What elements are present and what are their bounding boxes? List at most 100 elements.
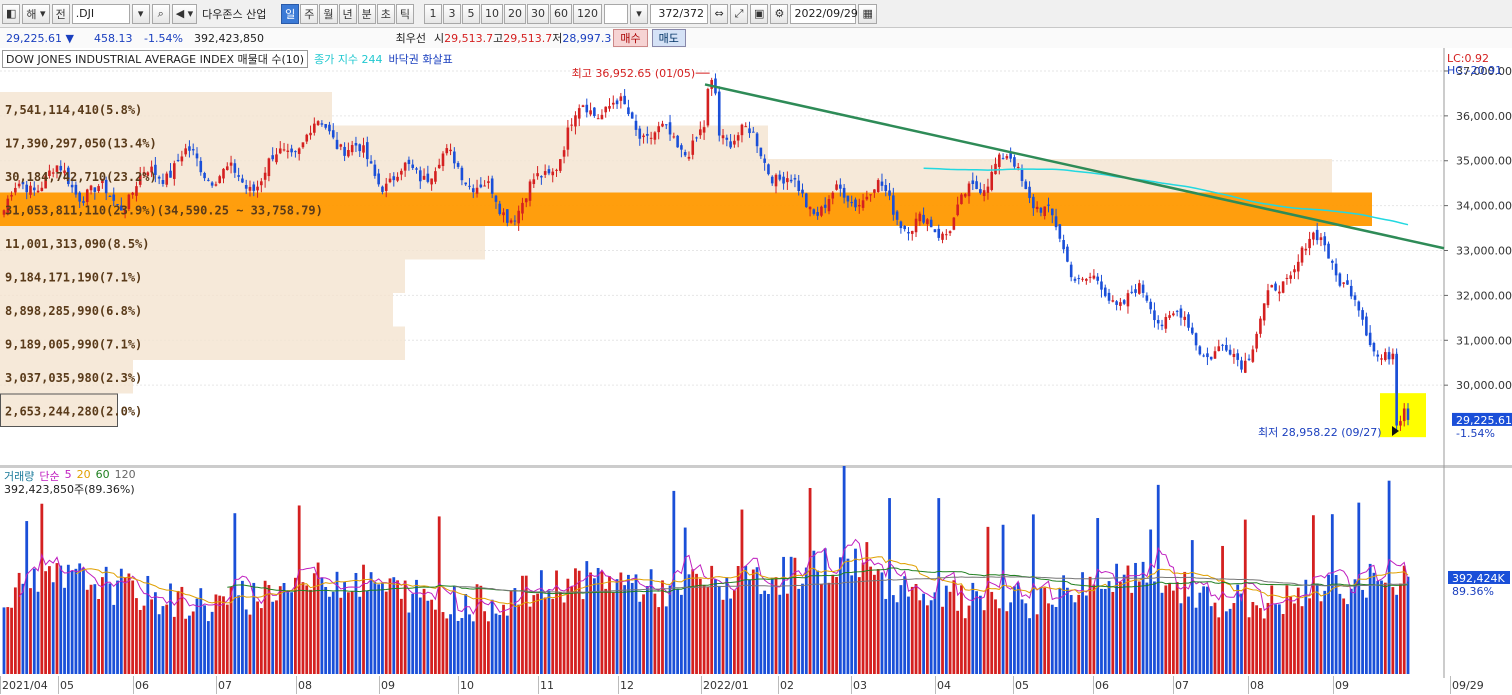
period-tab-2[interactable]: 월 <box>319 3 338 24</box>
interval-button-20[interactable]: 20 <box>504 3 527 24</box>
interval-dropdown-icon[interactable]: ▾ <box>630 3 649 24</box>
volume-bar <box>1209 606 1213 674</box>
candle-body <box>381 186 384 192</box>
volume-bar <box>1149 529 1153 674</box>
period-tab-4[interactable]: 분 <box>357 3 376 24</box>
symbol-input[interactable]: .DJI <box>71 3 130 24</box>
candle-body <box>195 153 199 159</box>
volume-bar <box>1213 602 1217 674</box>
volume-chart[interactable]: 700,000K600,000K500,000K400,000K300,000K… <box>0 466 1512 678</box>
calendar-icon[interactable]: ▦ <box>858 3 877 24</box>
candle-body <box>1334 263 1338 276</box>
volume-bar <box>1001 524 1005 674</box>
volume-bar <box>907 596 910 674</box>
volume-ma60 <box>227 567 1409 595</box>
save-icon[interactable]: ▣ <box>750 3 769 24</box>
interval-button-30[interactable]: 30 <box>527 3 550 24</box>
volume-bar <box>960 585 963 674</box>
volume-profile-outline <box>0 393 118 427</box>
candle-body <box>1066 246 1069 262</box>
candle-body <box>850 202 853 204</box>
candle-body <box>903 225 906 230</box>
date-input[interactable]: 2022/09/29 <box>790 3 858 24</box>
candle-body <box>214 184 218 186</box>
gear-icon[interactable]: ⚙ <box>770 3 789 24</box>
candle-body <box>494 195 498 202</box>
volume-bar <box>990 591 994 674</box>
all-button[interactable]: 전 <box>51 3 70 24</box>
candle-body <box>1361 310 1364 320</box>
indicator-bottom-arrow: 바닥권 화살표 <box>388 53 453 66</box>
dropdown-icon[interactable]: ▾ <box>131 3 150 24</box>
search-icon[interactable]: ⌕ <box>151 3 170 24</box>
volume-bar <box>1247 617 1251 674</box>
candle-body <box>127 194 131 210</box>
volume-bar <box>604 588 608 674</box>
volume-bar <box>1103 588 1107 674</box>
symbol-name: 다우존스 산업 <box>202 7 267 21</box>
candle-body <box>1247 358 1251 360</box>
interval-button-60[interactable]: 60 <box>550 3 573 24</box>
volume-bar <box>891 595 895 674</box>
volume-bar <box>668 585 672 674</box>
candle-body <box>225 166 229 170</box>
volume-bar <box>282 583 286 674</box>
volume-bars <box>2 466 1410 674</box>
candle-body <box>1119 302 1122 306</box>
candle-body <box>320 123 324 125</box>
period-tab-1[interactable]: 주 <box>300 3 319 24</box>
interval-custom[interactable] <box>604 3 629 24</box>
period-tab-6[interactable]: 틱 <box>395 3 415 24</box>
candle-body <box>282 149 286 151</box>
candle-body <box>10 195 13 197</box>
price-chart[interactable]: 37,000.00 36,000.00 35,000.00 34,000.00 33,0… <box>0 48 1512 468</box>
volume-bar <box>275 600 278 674</box>
sell-button[interactable]: 매도 <box>651 29 686 47</box>
candle-body <box>979 189 982 194</box>
interval-button-10[interactable]: 10 <box>481 3 504 24</box>
period-tab-5[interactable]: 초 <box>376 3 395 24</box>
candle-body <box>755 133 759 147</box>
candle-body <box>1047 204 1050 206</box>
period-tab-3[interactable]: 년 <box>338 3 357 24</box>
volume-bar <box>82 568 85 674</box>
market-select[interactable]: 해 ▾ <box>22 3 50 24</box>
candle-body <box>615 100 619 105</box>
volume-bar <box>97 599 101 674</box>
candle-body <box>14 187 17 193</box>
interval-button-1[interactable]: 1 <box>424 3 443 24</box>
volume-bar <box>903 576 907 674</box>
candle-body <box>1300 247 1304 263</box>
volume-bar <box>532 595 536 674</box>
volume-current: 392,423,850주(89.36%) <box>4 483 135 496</box>
candle-body <box>1315 229 1319 241</box>
volume-bar <box>638 601 642 674</box>
bottom-arrow-icon <box>1392 426 1399 436</box>
volume-bar <box>426 600 430 674</box>
candle-body <box>922 214 925 223</box>
zoom-icon[interactable]: ⇔ <box>710 3 729 24</box>
candle-body <box>1028 186 1031 199</box>
buy-button[interactable]: 매수 <box>613 29 648 47</box>
candle-body <box>842 187 846 198</box>
period-tab-0[interactable]: 일 <box>281 3 300 24</box>
candle-body <box>914 218 918 233</box>
candle-body <box>1346 280 1349 285</box>
candle-body <box>948 231 952 234</box>
volume-bar <box>1342 598 1346 674</box>
volume-bar <box>316 562 320 674</box>
speaker-icon[interactable]: ◀ ▾ <box>171 3 198 24</box>
volume-bar <box>381 582 384 674</box>
candle-body <box>354 143 358 146</box>
volume-bar <box>1243 519 1247 674</box>
tool-icon[interactable]: ⤢ <box>730 3 749 24</box>
interval-button-3[interactable]: 3 <box>443 3 462 24</box>
interval-button-120[interactable]: 120 <box>573 3 603 24</box>
trend-line <box>704 83 1445 250</box>
candle-body <box>551 171 555 176</box>
count-input[interactable]: 372/372 <box>650 3 709 24</box>
volume-bar <box>895 602 899 674</box>
candle-body <box>131 192 134 195</box>
interval-button-5[interactable]: 5 <box>462 3 481 24</box>
layout-icon[interactable]: ◧ <box>2 3 21 24</box>
